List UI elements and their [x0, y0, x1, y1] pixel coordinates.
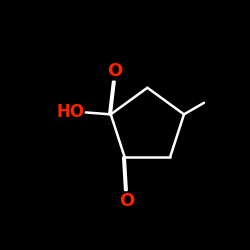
- Text: O: O: [119, 192, 134, 210]
- Text: HO: HO: [57, 104, 85, 122]
- Text: O: O: [107, 62, 122, 80]
